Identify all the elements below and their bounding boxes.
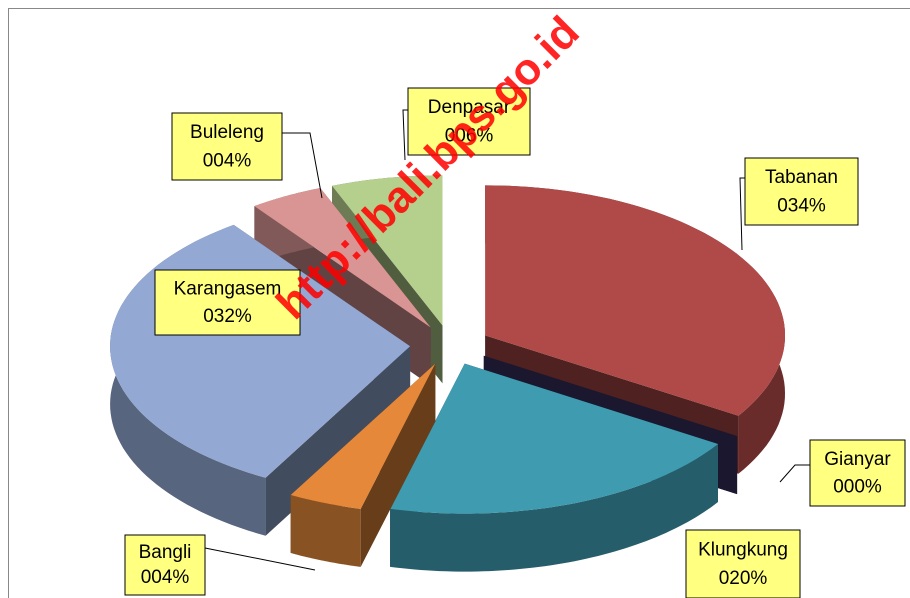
label-name: Denpasar bbox=[428, 97, 511, 118]
slice bbox=[332, 175, 443, 326]
slice-wall bbox=[290, 495, 361, 567]
slice bbox=[485, 185, 785, 416]
label-name: Gianyar bbox=[824, 449, 891, 470]
slice bbox=[254, 188, 431, 328]
pie bbox=[110, 175, 785, 572]
label-box bbox=[809, 439, 906, 507]
label-name: Bangli bbox=[139, 542, 192, 563]
leader-line bbox=[402, 109, 408, 161]
label-name: Tabanan bbox=[765, 167, 838, 188]
labels: Tabanan 034% Gianyar 000% Klungkung 020% Bangl… bbox=[124, 87, 906, 598]
label-name: Karangasem bbox=[174, 279, 282, 300]
label-value: 032% bbox=[203, 306, 252, 327]
label-box bbox=[154, 269, 301, 336]
leader-line bbox=[779, 464, 810, 483]
leader-line bbox=[282, 132, 323, 199]
label-value: 034% bbox=[777, 195, 826, 216]
slice-wall bbox=[390, 444, 718, 572]
slice bbox=[290, 363, 436, 509]
leader-line bbox=[204, 547, 316, 571]
label-value: 006% bbox=[445, 125, 494, 146]
label-name: Klungkung bbox=[698, 539, 788, 560]
label-value: 004% bbox=[203, 150, 252, 171]
slice bbox=[390, 363, 718, 514]
label-box bbox=[124, 534, 206, 596]
label-value: 000% bbox=[833, 477, 882, 498]
label-box bbox=[744, 157, 859, 226]
label-value: 004% bbox=[141, 567, 190, 588]
leader-line bbox=[739, 177, 745, 251]
label-box bbox=[407, 87, 531, 156]
label-box bbox=[685, 529, 801, 598]
label-box bbox=[171, 112, 283, 181]
label-name: Buleleng bbox=[190, 122, 264, 143]
label-value: 020% bbox=[719, 568, 768, 589]
